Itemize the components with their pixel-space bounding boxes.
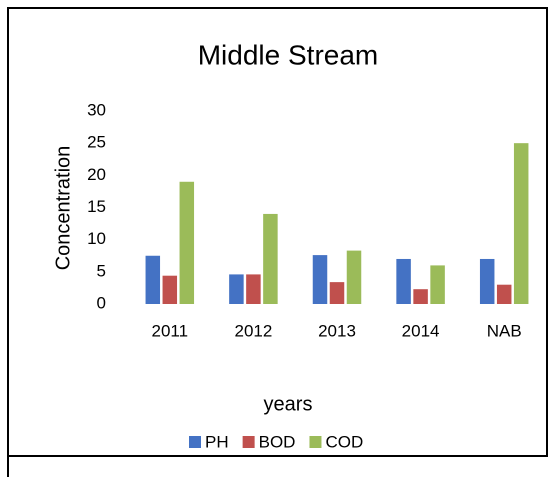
x-tick-label: 2013: [318, 321, 356, 340]
legend-swatch: [309, 436, 322, 448]
chart-title: Middle Stream: [198, 39, 379, 70]
bar: [312, 255, 328, 304]
legend-swatch: [189, 436, 201, 448]
bar: [496, 284, 512, 304]
legend-label: BOD: [259, 432, 296, 451]
legend-swatch: [242, 436, 255, 448]
x-axis-label: years: [264, 393, 313, 415]
bar: [145, 255, 161, 304]
bar: [396, 258, 411, 304]
y-tick-label: 20: [87, 165, 106, 184]
bar: [263, 213, 278, 304]
y-tick-label: 5: [97, 261, 106, 280]
x-tick-label: 2011: [152, 321, 189, 340]
bar: [179, 181, 195, 304]
bar: [346, 250, 362, 304]
bar: [479, 258, 495, 304]
x-tick-label: 2014: [402, 321, 440, 340]
y-tick-label: 30: [87, 100, 106, 119]
bar: [246, 274, 261, 304]
bar: [229, 274, 244, 304]
legend-label: COD: [325, 432, 363, 451]
bar: [329, 282, 345, 304]
y-tick-label: 15: [87, 197, 106, 216]
bar: [162, 275, 178, 304]
x-tick-label: 2012: [234, 321, 272, 340]
legend-label: PH: [205, 432, 229, 451]
y-tick-label: 10: [87, 229, 106, 248]
bar: [413, 289, 428, 304]
y-tick-label: 0: [97, 293, 106, 312]
bar: [430, 265, 445, 304]
bar: [513, 143, 529, 304]
y-tick-label: 25: [87, 133, 106, 152]
x-tick-label: NAB: [487, 321, 522, 340]
y-axis-label: Concentration: [52, 146, 74, 271]
